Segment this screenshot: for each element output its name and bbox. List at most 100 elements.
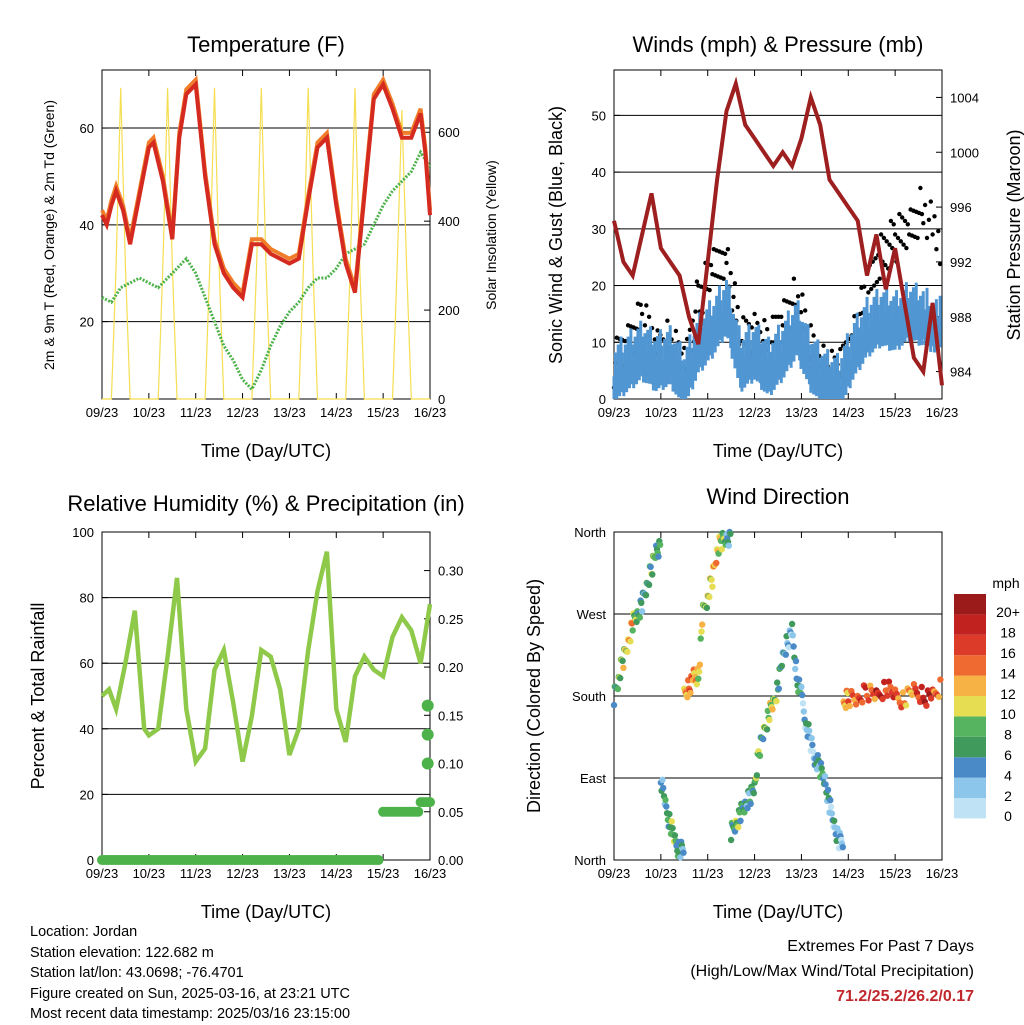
direction-point xyxy=(662,796,669,804)
y-tick-label: 100 xyxy=(72,525,94,540)
gust-point xyxy=(646,314,652,319)
direction-point xyxy=(822,781,829,788)
series-2m-temperature xyxy=(100,80,432,302)
direction-point xyxy=(792,657,800,665)
y2-tick-label: 1000 xyxy=(950,145,979,160)
gust-point xyxy=(928,199,933,204)
y2-tick-label: 0 xyxy=(438,392,445,407)
y2-tick-label: 0.20 xyxy=(438,660,463,675)
direction-point xyxy=(881,678,888,686)
gust-point xyxy=(722,251,728,256)
x-tick-label: 09/23 xyxy=(86,405,119,420)
gust-point xyxy=(883,262,888,268)
colorbar-swatch xyxy=(954,634,986,656)
direction-point xyxy=(624,648,631,655)
precip-point xyxy=(413,806,424,817)
y-tick-label: 0 xyxy=(87,853,94,868)
gust-point xyxy=(798,310,804,315)
direction-point xyxy=(769,706,776,713)
gust-point xyxy=(752,311,757,317)
gust-point xyxy=(891,222,896,227)
direction-point xyxy=(638,608,646,615)
extremes-values: 71.2/25.2/26.2/0.17 xyxy=(836,988,974,1005)
colorbar-label: 12 xyxy=(1000,686,1016,702)
x-tick-label: 13/23 xyxy=(785,405,818,420)
direction-point xyxy=(677,854,684,861)
gust-point xyxy=(721,276,726,281)
x-tick-label: 09/23 xyxy=(86,866,119,881)
gust-point xyxy=(808,323,813,328)
gust-point xyxy=(924,235,930,241)
x-tick-label: 16/23 xyxy=(926,866,959,881)
gust-point xyxy=(915,235,920,241)
direction-point xyxy=(695,668,703,675)
y2-tick-label: 0.30 xyxy=(438,564,463,579)
direction-point xyxy=(831,817,838,824)
direction-point xyxy=(642,592,650,599)
direction-point xyxy=(806,727,813,735)
direction-point xyxy=(937,676,944,683)
direction-point xyxy=(698,628,705,635)
gust-point xyxy=(623,338,628,344)
extremes-heading: Extremes For Past 7 Days xyxy=(787,938,974,955)
gust-point xyxy=(684,336,690,342)
gust-point xyxy=(918,185,923,191)
direction-point xyxy=(696,661,704,668)
y-tick-label: East xyxy=(580,771,606,786)
gust-point xyxy=(900,215,905,220)
temperature-panel: Temperature (F) 2m & 9m T (Red, Orange) … xyxy=(41,32,499,461)
direction-point xyxy=(859,699,866,706)
direction-point xyxy=(871,695,878,703)
gust-point xyxy=(655,328,660,333)
station-location: Location: Jordan xyxy=(30,924,138,940)
direction-point xyxy=(809,741,816,749)
direction-point xyxy=(638,599,645,606)
x-tick-label: 11/23 xyxy=(692,405,724,420)
direction-point xyxy=(828,810,836,817)
y-tick-label: North xyxy=(574,853,606,868)
colorbar-label: 18 xyxy=(1000,625,1016,641)
gust-point xyxy=(693,309,698,314)
humidity-panel: Relative Humidity (%) & Precipitation (i… xyxy=(28,491,465,922)
direction-point xyxy=(774,679,781,686)
direction-point xyxy=(629,627,636,634)
direction-point xyxy=(923,702,930,709)
gust-point xyxy=(934,247,939,252)
gust-point xyxy=(821,343,826,348)
temperature-y2label: Solar Insolation (Yellow) xyxy=(483,160,499,310)
gust-point xyxy=(732,281,738,286)
direction-point xyxy=(760,735,767,743)
direction-point xyxy=(763,726,771,733)
direction-point xyxy=(619,657,626,664)
series-relative-humidity xyxy=(100,551,433,768)
y2-tick-label: 988 xyxy=(950,310,972,325)
temperature-ylabel: 2m & 9m T (Red, Orange) & 2m Td (Green) xyxy=(41,100,57,370)
x-tick-label: 15/23 xyxy=(879,405,912,420)
gust-point xyxy=(728,270,733,276)
direction-point xyxy=(718,546,725,553)
y2-tick-label: 0.25 xyxy=(438,612,463,627)
direction-point xyxy=(693,681,700,688)
y-tick-label: 20 xyxy=(80,787,94,802)
x-tick-label: 16/23 xyxy=(926,405,959,420)
winds-ylabel: Sonic Wind & Gust (Blue, Black) xyxy=(546,106,566,364)
gust-point xyxy=(904,245,909,251)
gust-point xyxy=(874,279,880,285)
direction-point xyxy=(790,643,797,650)
direction-point xyxy=(766,716,773,724)
colorbar-swatch xyxy=(954,736,986,758)
direction-point xyxy=(687,689,694,697)
direction-point xyxy=(708,576,715,583)
x-tick-label: 13/23 xyxy=(785,866,818,881)
direction-point xyxy=(671,832,679,839)
direction-point xyxy=(795,676,803,683)
direction-point xyxy=(647,563,654,571)
gust-point xyxy=(724,260,729,266)
y-tick-label: 60 xyxy=(80,121,94,136)
direction-point xyxy=(666,810,673,818)
colorbar-label: 16 xyxy=(1000,645,1016,661)
gust-point xyxy=(725,247,731,252)
direction-point xyxy=(695,675,702,682)
gust-point xyxy=(638,302,643,307)
direction-point xyxy=(814,752,821,759)
